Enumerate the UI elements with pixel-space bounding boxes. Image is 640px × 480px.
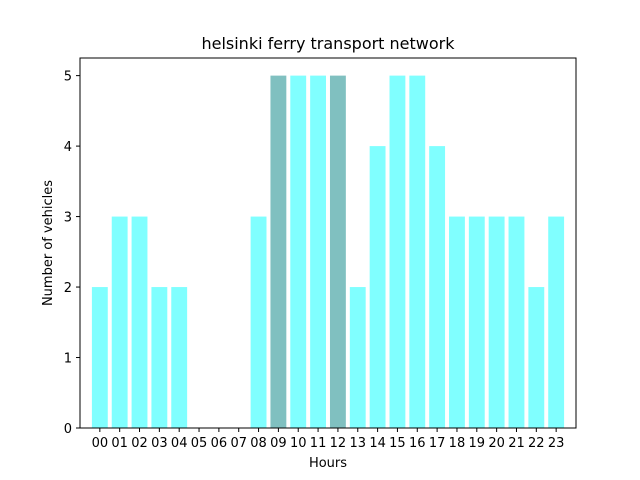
bar-01 <box>111 216 128 428</box>
bar-23 <box>548 216 565 428</box>
x-tick-label-17: 17 <box>429 436 446 451</box>
chart-title: helsinki ferry transport network <box>201 34 455 53</box>
y-tick-label-0: 0 <box>64 422 72 437</box>
x-tick-label-09: 09 <box>270 436 287 451</box>
bar-18 <box>449 216 465 428</box>
x-tick-label-01: 01 <box>111 436 128 451</box>
y-tick-label-3: 3 <box>64 211 72 226</box>
x-tick-label-16: 16 <box>409 436 426 451</box>
x-tick-label-14: 14 <box>369 436 386 451</box>
bar-16 <box>409 75 426 429</box>
bar-12 <box>329 75 346 429</box>
x-tick-label-11: 11 <box>310 436 327 451</box>
bar-03 <box>151 287 168 428</box>
bar-04 <box>171 287 188 428</box>
x-tick-label-08: 08 <box>250 436 267 451</box>
x-tick-label-00: 00 <box>92 436 109 451</box>
bar-13 <box>349 287 366 428</box>
y-axis-label: Number of vehicles <box>41 180 56 306</box>
y-tick-label-2: 2 <box>64 281 72 296</box>
y-axis-ticks: 0 1 2 3 4 5 <box>64 70 80 437</box>
x-tick-label-03: 03 <box>151 436 168 451</box>
x-tick-label-02: 02 <box>131 436 148 451</box>
y-tick-label-4: 4 <box>64 140 72 155</box>
x-axis-label: Hours <box>309 456 347 471</box>
x-tick-label-04: 04 <box>171 436 188 451</box>
x-tick-label-12: 12 <box>330 436 347 451</box>
bar-22 <box>528 287 545 428</box>
bar-20 <box>488 216 505 428</box>
bar-10 <box>290 75 307 429</box>
y-tick-label-1: 1 <box>64 352 72 367</box>
bar-11 <box>310 75 327 429</box>
x-tick-label-18: 18 <box>449 436 466 451</box>
bar-08 <box>250 216 267 428</box>
bar-09 <box>270 75 287 429</box>
bar-00 <box>91 287 108 428</box>
x-tick-label-05: 05 <box>191 436 208 451</box>
bar-21 <box>508 216 525 428</box>
bar-15 <box>389 75 406 429</box>
x-tick-label-23: 23 <box>548 436 565 451</box>
x-tick-label-20: 20 <box>488 436 505 451</box>
x-tick-label-19: 19 <box>469 436 486 451</box>
x-axis-ticks: 00 01 02 03 04 05 06 07 08 09 10 11 12 13 14 15 16 17 18 19… <box>92 428 565 451</box>
bar-02 <box>131 216 148 428</box>
x-tick-label-21: 21 <box>508 436 525 451</box>
bar-19 <box>468 216 485 428</box>
x-tick-label-22: 22 <box>528 436 545 451</box>
x-tick-label-13: 13 <box>349 436 366 451</box>
bars-group <box>91 75 565 429</box>
x-tick-label-10: 10 <box>290 436 307 451</box>
bar-14 <box>369 146 386 428</box>
bar-17 <box>429 146 446 428</box>
y-tick-label-5: 5 <box>64 70 72 85</box>
x-tick-label-15: 15 <box>389 436 406 451</box>
x-tick-label-06: 06 <box>211 436 228 451</box>
x-tick-label-07: 07 <box>230 436 247 451</box>
plot-frame <box>79 57 577 429</box>
